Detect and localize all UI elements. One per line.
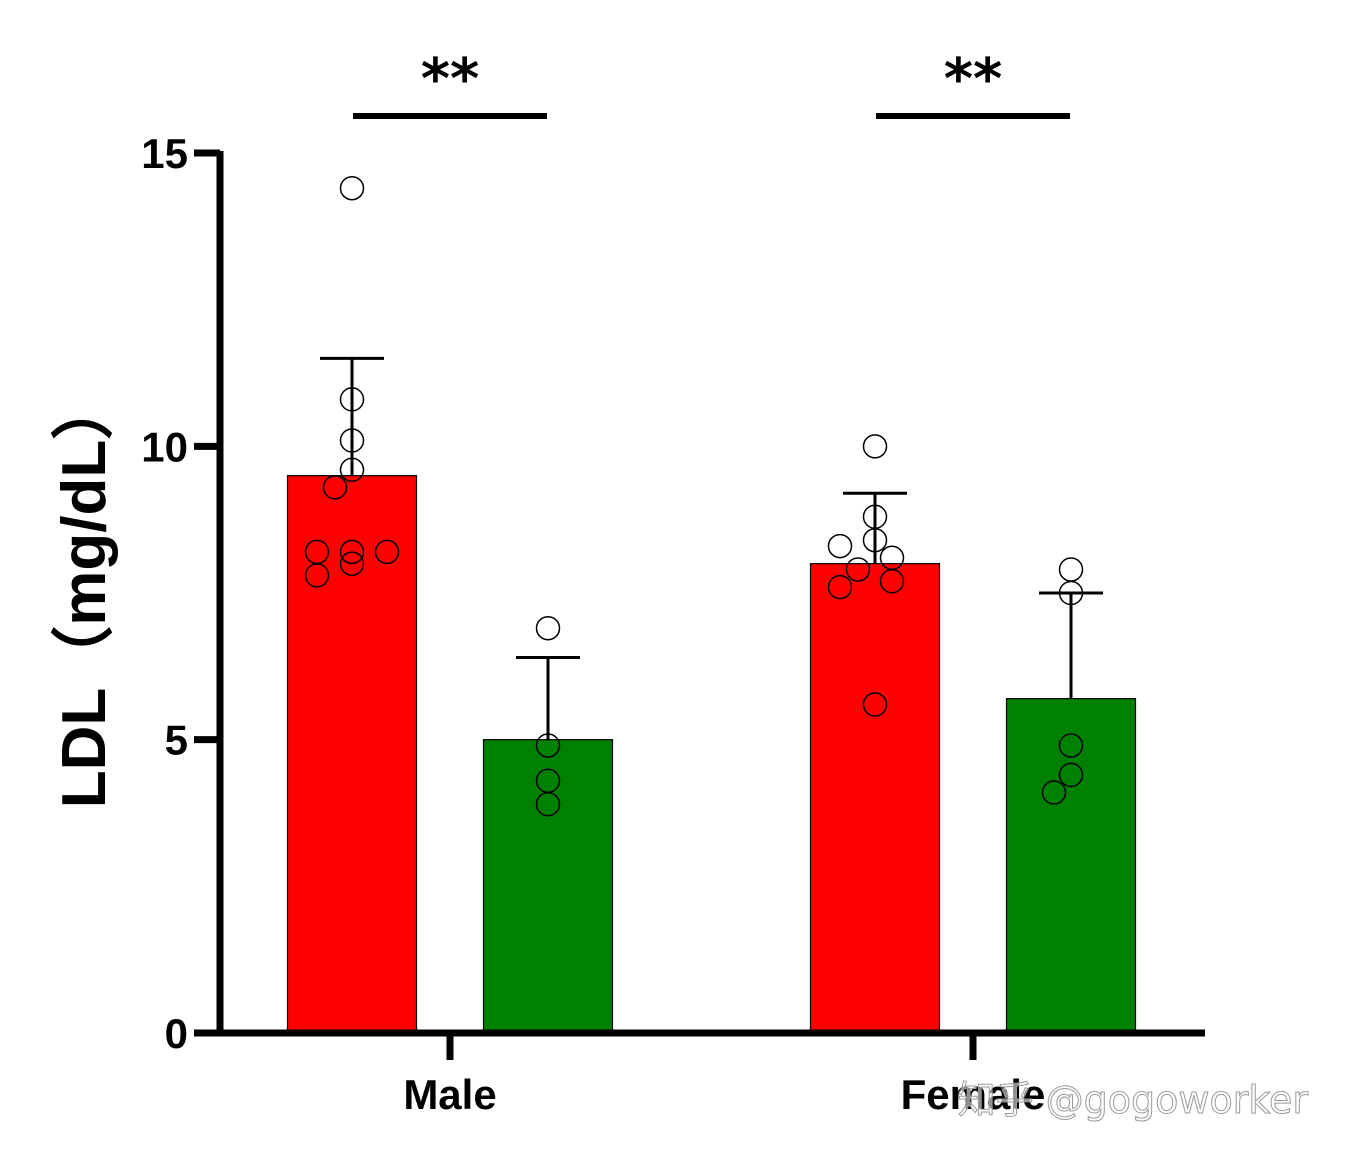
data-point-group-2-male-1 (535, 733, 561, 758)
data-point-group-1-male-4 (322, 475, 348, 500)
y-tick-label-5: 5 (165, 717, 188, 764)
significance-label-male: ** (421, 47, 480, 112)
data-point-group-2-female-0 (1058, 557, 1084, 582)
labels-layer: 0 5 10 15 Male Female (141, 130, 1045, 1118)
bar-group-2-male (482, 739, 614, 1034)
data-point-group-1-male-7 (374, 539, 400, 565)
data-point-group-2-female-3 (1058, 762, 1084, 788)
data-point-group-2-female-2 (1058, 733, 1084, 758)
data-point-group-1-female-5 (845, 557, 871, 582)
data-point-group-1-male-3 (339, 457, 365, 483)
bars-layer (286, 475, 1137, 1034)
data-point-group-2-male-0 (535, 615, 561, 641)
data-point-group-1-male-1 (339, 387, 365, 412)
significance-label-female: ** (944, 47, 1003, 112)
error-bars-layer (320, 356, 1103, 740)
data-point-group-1-male-5 (339, 539, 365, 565)
x-category-label-female: Female (901, 1071, 1046, 1118)
data-point-group-2-female-1 (1058, 580, 1084, 606)
data-point-group-2-female-4 (1041, 780, 1067, 805)
points-layer (304, 175, 1084, 817)
data-point-group-2-male-3 (535, 791, 561, 817)
y-tick-label-10: 10 (141, 423, 188, 470)
data-point-group-1-male-0 (339, 175, 365, 201)
data-point-group-1-female-0 (862, 434, 888, 459)
data-point-group-1-male-8 (339, 551, 365, 576)
y-axis-title: LDL（mg/dL） (49, 378, 119, 809)
data-point-group-1-female-2 (862, 527, 888, 553)
data-point-group-1-female-6 (879, 569, 905, 594)
watermark-text: 知乎 @gogoworker (958, 1078, 1309, 1122)
data-point-group-1-female-8 (862, 692, 888, 717)
data-point-group-1-female-3 (827, 533, 853, 559)
bar-group-2-female (1005, 697, 1137, 1034)
bar-group-1-female (809, 563, 941, 1034)
x-category-label-male: Male (403, 1071, 496, 1118)
data-point-group-1-male-2 (339, 428, 365, 453)
significance-layer: ** ** (353, 47, 1070, 119)
y-tick-label-0: 0 (165, 1010, 188, 1057)
data-point-group-1-male-9 (304, 563, 330, 588)
y-tick-label-15: 15 (141, 130, 188, 177)
axes-layer (194, 149, 1205, 1060)
bar-group-1-male (286, 475, 418, 1034)
data-point-group-1-female-7 (827, 574, 853, 600)
